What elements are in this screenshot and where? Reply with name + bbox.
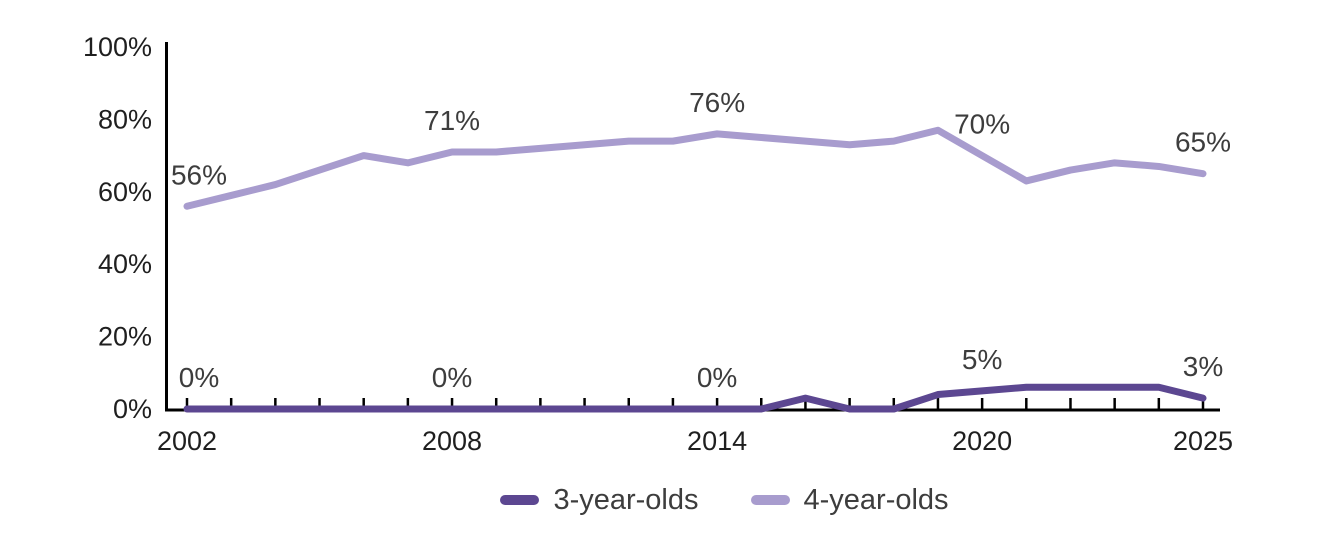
value-label-4-year-olds-2008: 71%	[424, 105, 480, 136]
y-axis-label-40: 40%	[98, 249, 152, 279]
x-axis-label-2020: 2020	[952, 426, 1012, 456]
value-label-4-year-olds-2025: 65%	[1175, 127, 1231, 158]
value-label-3-year-olds-2008: 0%	[432, 362, 472, 393]
y-axis-label-80: 80%	[98, 104, 152, 134]
x-axis-label-2008: 2008	[422, 426, 482, 456]
legend-label-4-year-olds: 4-year-olds	[803, 483, 949, 516]
value-label-3-year-olds-2020: 5%	[962, 344, 1002, 375]
value-label-4-year-olds-2002: 56%	[171, 159, 227, 190]
y-axis-label-0: 0%	[113, 394, 152, 424]
y-axis-label-60: 60%	[98, 177, 152, 207]
legend-swatch-3-year-olds-icon	[500, 495, 540, 505]
value-label-4-year-olds-2014: 76%	[689, 87, 745, 118]
x-axis-label-2014: 2014	[687, 426, 747, 456]
x-axis-label-2025: 2025	[1173, 426, 1233, 456]
legend-item-4-year-olds: 4-year-olds	[750, 483, 949, 517]
series-line-3-year-olds	[183, 383, 1207, 413]
value-label-3-year-olds-2025: 3%	[1183, 351, 1223, 382]
y-axis-label-20: 20%	[98, 322, 152, 352]
legend-label-3-year-olds: 3-year-olds	[553, 483, 699, 516]
legend-item-3-year-olds: 3-year-olds	[500, 483, 699, 517]
value-label-3-year-olds-2002: 0%	[179, 362, 219, 393]
y-axis-label-100: 100%	[83, 32, 152, 62]
chart-legend: 3-year-olds 4-year-olds	[0, 482, 1334, 518]
value-label-3-year-olds-2014: 0%	[697, 362, 737, 393]
value-label-4-year-olds-2020: 70%	[954, 109, 1010, 140]
series-line-4-year-olds	[183, 126, 1207, 210]
legend-swatch-4-year-olds-icon	[750, 495, 790, 505]
x-axis-label-2002: 2002	[157, 426, 217, 456]
